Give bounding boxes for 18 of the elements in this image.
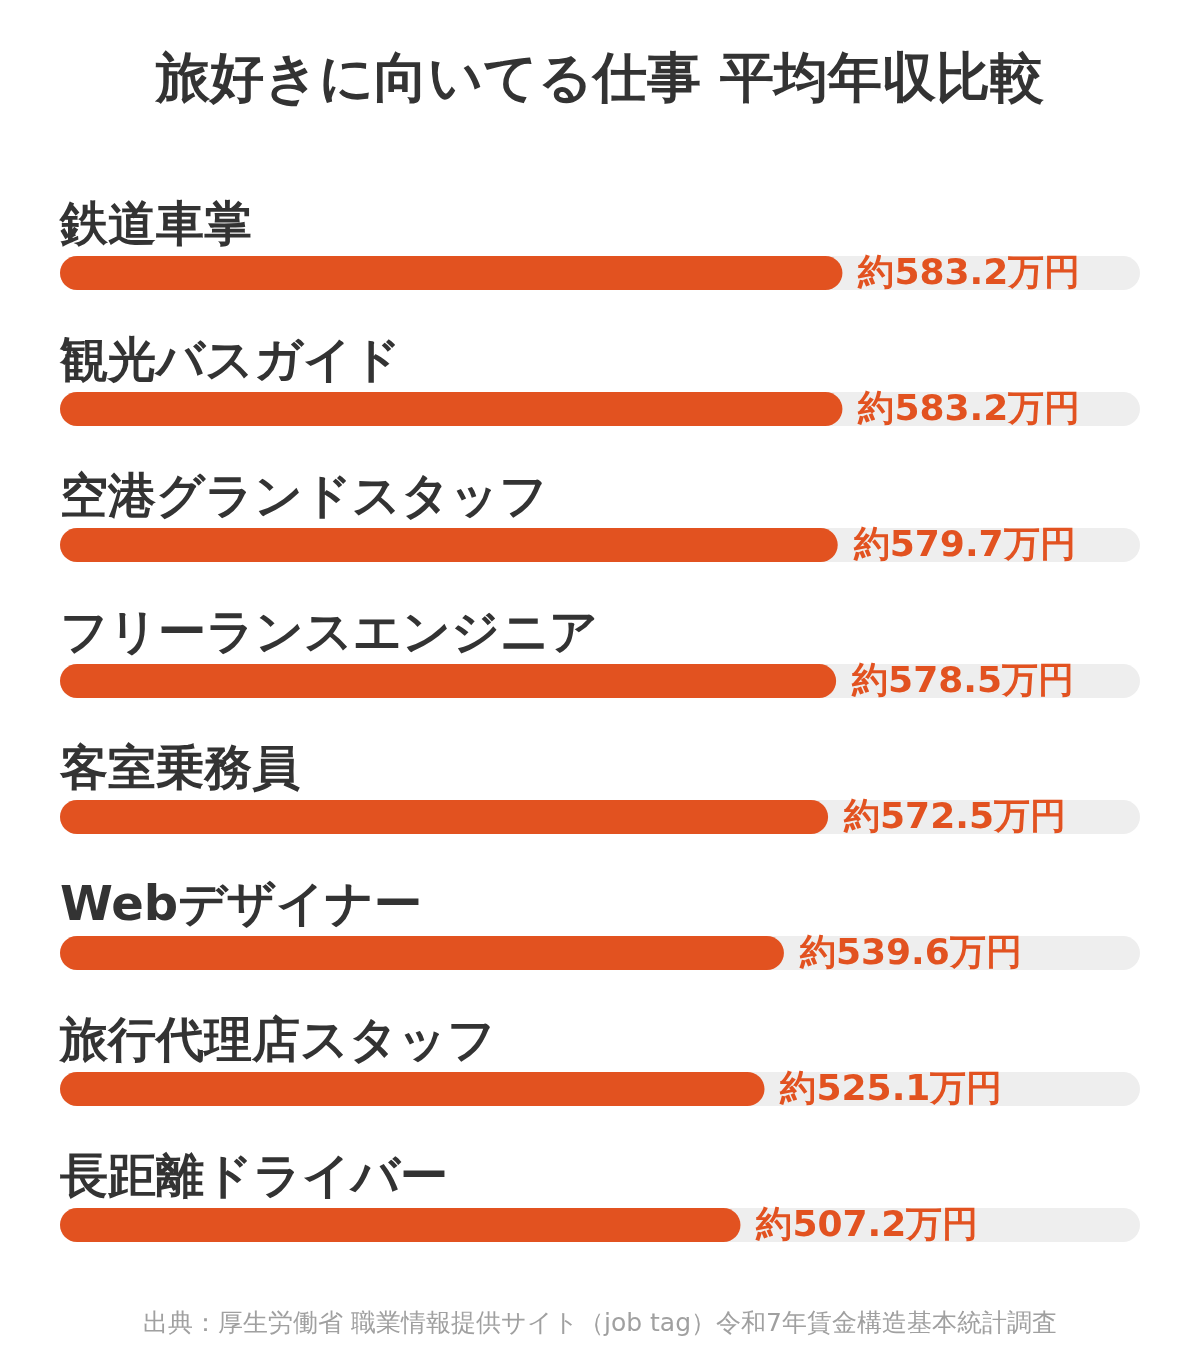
y-tick-label: Webデザイナー (60, 875, 423, 931)
y-tick-label: 観光バスガイド (59, 331, 401, 387)
data-label: 約583.2万円 (857, 387, 1081, 428)
data-label: 約572.5万円 (843, 795, 1066, 836)
y-tick-label: 鉄道車掌 (58, 195, 252, 251)
data-label: 約507.2万円 (755, 1203, 979, 1244)
data-label: 約539.6万円 (798, 931, 1022, 972)
data-label: 約578.5万円 (851, 659, 1074, 700)
y-tick-label: 長距離ドライバー (59, 1147, 448, 1203)
data-label: 約525.1万円 (779, 1067, 1003, 1108)
y-tick-label: 旅行代理店スタッフ (58, 1011, 496, 1067)
source-note: 出典：厚生労働省 職業情報提供サイト（job tag）令和7年賃金構造基本統計調査 (143, 1308, 1057, 1337)
y-tick-label: 空港グランドスタッフ (60, 467, 548, 523)
y-tick-label: 客室乗務員 (59, 739, 300, 795)
data-label: 約583.2万円 (857, 251, 1081, 292)
data-label: 約579.7万円 (852, 523, 1076, 564)
y-tick-label: フリーランスエンジニア (60, 603, 598, 659)
chart-title: 旅好きに向いてる仕事 平均年収比較 (154, 46, 1044, 109)
